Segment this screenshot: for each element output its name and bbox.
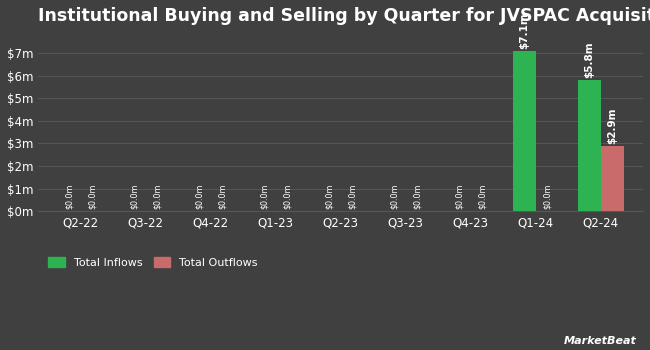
Text: $0.0m: $0.0m <box>325 184 334 209</box>
Text: $0.0m: $0.0m <box>65 184 73 209</box>
Text: $0.0m: $0.0m <box>260 184 268 209</box>
Text: $0.0m: $0.0m <box>283 184 292 209</box>
Text: $0.0m: $0.0m <box>543 184 552 209</box>
Text: $7.1m: $7.1m <box>519 12 529 49</box>
Text: $0.0m: $0.0m <box>218 184 226 209</box>
Text: $0.0m: $0.0m <box>153 184 161 209</box>
Text: $5.8m: $5.8m <box>584 42 594 78</box>
Text: $0.0m: $0.0m <box>195 184 203 209</box>
Bar <box>513 51 536 211</box>
Text: $0.0m: $0.0m <box>455 184 464 209</box>
Text: $0.0m: $0.0m <box>130 184 138 209</box>
Bar <box>601 146 623 211</box>
Text: $0.0m: $0.0m <box>348 184 357 209</box>
Legend: Total Inflows, Total Outflows: Total Inflows, Total Outflows <box>44 253 262 273</box>
Text: $0.0m: $0.0m <box>478 184 487 209</box>
Text: $0.0m: $0.0m <box>88 184 96 209</box>
Text: $0.0m: $0.0m <box>390 184 399 209</box>
Text: Institutional Buying and Selling by Quarter for JVSPAC Acquisition: Institutional Buying and Selling by Quar… <box>38 7 650 25</box>
Bar <box>578 80 601 211</box>
Text: MarketBeat: MarketBeat <box>564 336 637 346</box>
Text: $0.0m: $0.0m <box>413 184 422 209</box>
Text: $2.9m: $2.9m <box>607 107 617 144</box>
